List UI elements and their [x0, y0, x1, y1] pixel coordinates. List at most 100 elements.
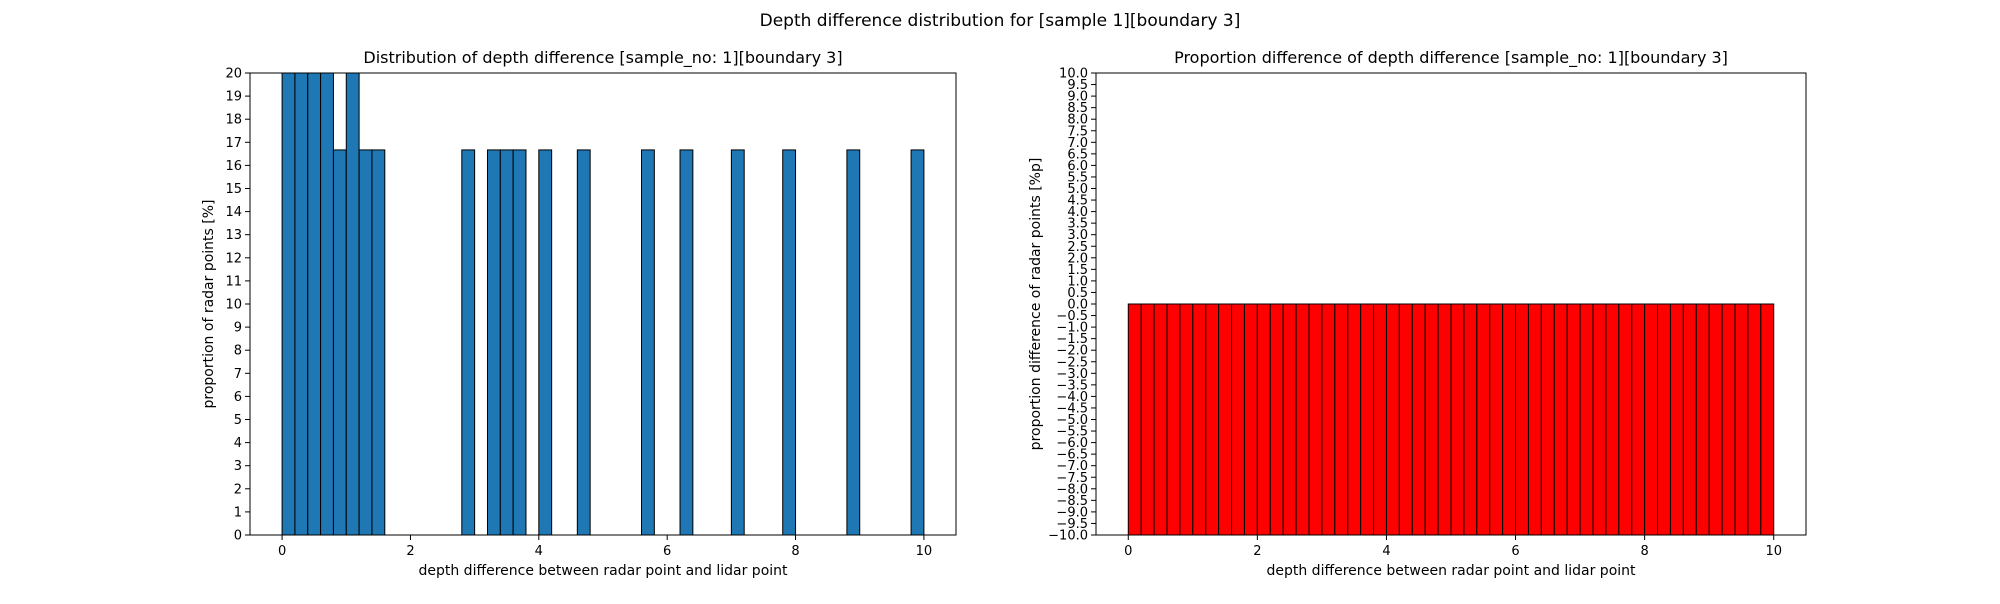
right-chart-bar	[1269, 303, 1284, 536]
right-chart-bar	[1205, 303, 1220, 536]
right-chart-bar	[1282, 303, 1297, 536]
left-chart-y-tick-label: 10	[225, 298, 242, 313]
right-chart-bar	[1334, 303, 1349, 536]
left-chart-y-tick-label: 18	[225, 113, 242, 128]
right-chart-y-tick-label: 3.0	[1067, 228, 1088, 243]
left-chart-bar	[332, 149, 347, 536]
left-chart-y-tick-label: 12	[225, 251, 242, 266]
left-chart-bar	[294, 72, 309, 536]
right-chart-x-tick-label: 10	[1765, 544, 1782, 559]
right-chart-frame	[1095, 72, 1807, 536]
right-chart-y-tick-label: 4.5	[1067, 194, 1088, 209]
right-chart-bar	[1321, 303, 1336, 536]
right-chart-bar	[1682, 303, 1697, 536]
right-chart-y-tick-label: −6.0	[1056, 436, 1088, 451]
right-chart-bar	[1463, 303, 1478, 536]
left-chart-y-tick-label: 4	[234, 436, 242, 451]
right-chart-y-tick-label: −1.0	[1056, 321, 1088, 336]
right-chart-y-tick-label: 3.5	[1067, 217, 1088, 232]
right-chart-y-tick-label: −8.0	[1056, 482, 1088, 497]
right-chart-y-tick-label: 6.5	[1067, 147, 1088, 162]
left-chart-x-label: depth difference between radar point and…	[418, 563, 788, 579]
left-chart-x-tick-label: 0	[278, 544, 286, 559]
right-chart-bar	[1708, 303, 1723, 536]
right-chart-bar	[1592, 303, 1607, 536]
left-chart-bar	[730, 149, 745, 536]
right-chart-bar	[1256, 303, 1271, 536]
left-chart-bar	[486, 149, 501, 536]
left-chart-bar	[371, 149, 386, 536]
right-chart-bar	[1243, 303, 1258, 536]
left-chart-bar	[679, 149, 694, 536]
left-chart-y-tick-label: 16	[225, 159, 242, 174]
left-chart-y-tick-label: 8	[234, 344, 242, 359]
right-chart-bar	[1347, 303, 1362, 536]
right-chart-bar	[1605, 303, 1620, 536]
left-chart-bar	[538, 149, 553, 536]
right-chart-y-tick-label: −10.0	[1048, 529, 1088, 544]
right-chart-x-tick-label: 2	[1253, 544, 1261, 559]
right-chart-y-tick-label: −0.5	[1056, 309, 1088, 324]
right-chart-bar	[1127, 303, 1142, 536]
right-chart-title: Proportion difference of depth differenc…	[1174, 48, 1728, 68]
left-chart-y-tick-label: 5	[234, 413, 242, 428]
left-chart-frame	[249, 72, 957, 536]
right-chart-bar	[1295, 303, 1310, 536]
right-chart-bar	[1669, 303, 1684, 536]
right-chart-y-tick-label: 6.0	[1067, 159, 1088, 174]
right-chart-y-tick-label: −9.5	[1056, 517, 1088, 532]
right-chart-bar	[1308, 303, 1323, 536]
left-chart-y-tick-label: 2	[234, 482, 242, 497]
right-chart-y-tick-label: −4.5	[1056, 401, 1088, 416]
right-chart-bar	[1760, 303, 1775, 536]
left-chart-bar	[641, 149, 655, 536]
right-chart-y-tick-label: −2.5	[1056, 355, 1088, 370]
left-chart-x-tick-label: 10	[916, 544, 933, 559]
right-chart-y-tick-label: 0.5	[1067, 286, 1088, 301]
right-chart-bar	[1721, 303, 1736, 536]
left-chart-bar	[910, 149, 925, 536]
left-chart-x-ticks: 0 2 4 6 8 10	[278, 535, 932, 559]
left-chart-y-tick-label: 17	[225, 136, 242, 151]
right-chart-y-tick-label: −5.5	[1056, 425, 1088, 440]
left-chart-bar	[512, 149, 527, 536]
right-chart-bar	[1231, 303, 1245, 536]
left-chart-bar	[576, 149, 591, 536]
right-chart-y-tick-label: 5.5	[1067, 170, 1088, 185]
right-chart-y-tick-label: −1.5	[1056, 332, 1088, 347]
right-chart-y-tick-label: −2.0	[1056, 344, 1088, 359]
right-chart-x-tick-label: 0	[1124, 544, 1132, 559]
left-chart-bar	[782, 149, 797, 536]
left-chart-x-tick-label: 2	[406, 544, 414, 559]
right-chart-bar	[1385, 303, 1400, 536]
figure-suptitle: Depth difference distribution for [sampl…	[760, 11, 1241, 31]
right-chart-bar	[1437, 303, 1452, 536]
left-chart-y-tick-label: 0	[234, 529, 242, 544]
right-chart-y-label: proportion difference of radar points [%…	[1028, 158, 1044, 451]
left-chart-x-tick-label: 6	[663, 544, 671, 559]
right-chart-bar	[1618, 303, 1633, 536]
right-chart-y-tick-label: −4.0	[1056, 390, 1088, 405]
right-chart-bar	[1476, 303, 1491, 536]
right-chart-bar	[1527, 303, 1542, 536]
left-chart-bar	[320, 72, 334, 536]
right-chart-y-tick-label: −7.5	[1056, 471, 1088, 486]
right-chart-bar	[1153, 303, 1168, 536]
right-chart: Proportion difference of depth differenc…	[1028, 48, 1807, 579]
right-chart-x-tick-label: 4	[1382, 544, 1390, 559]
right-chart-bar	[1644, 303, 1659, 536]
left-chart-y-tick-label: 13	[225, 228, 242, 243]
right-chart-bar	[1566, 303, 1581, 536]
left-chart: Distribution of depth difference [sample…	[201, 48, 957, 579]
left-chart-y-tick-label: 1	[234, 505, 242, 520]
right-chart-y-tick-label: 9.0	[1067, 90, 1088, 105]
left-chart-y-tick-label: 3	[234, 459, 242, 474]
left-chart-y-tick-label: 19	[225, 90, 242, 105]
left-chart-x-tick-label: 4	[535, 544, 543, 559]
right-chart-x-label: depth difference between radar point and…	[1266, 563, 1636, 579]
right-chart-bar	[1179, 303, 1194, 536]
right-chart-y-ticks: −10.0−9.5−9.0−8.5−8.0−7.5−7.0−6.5−6.0−5.…	[1048, 67, 1096, 544]
right-chart-bar	[1747, 303, 1762, 536]
